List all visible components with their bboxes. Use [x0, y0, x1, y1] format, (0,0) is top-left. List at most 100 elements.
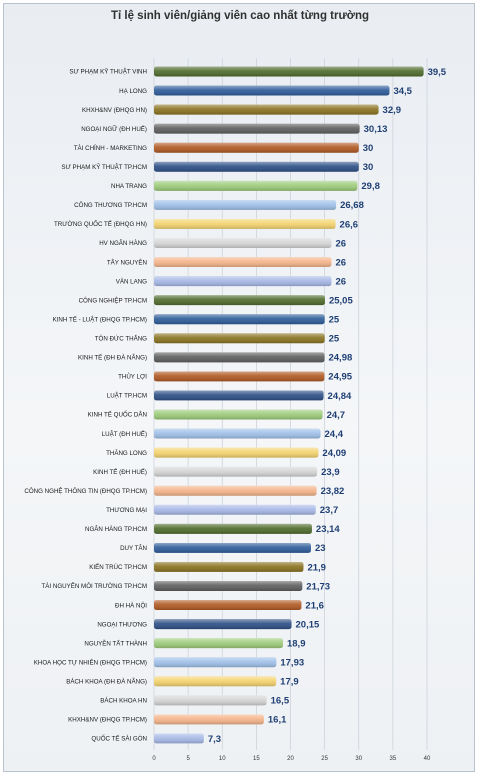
- bar-highlight: [154, 257, 332, 268]
- bar-highlight: [154, 466, 318, 477]
- x-tick-label: 30: [355, 756, 362, 762]
- category-label: KHOA HỌC TỰ NHIÊN (ĐHQG TP.HCM): [34, 658, 147, 666]
- bar-highlight: [154, 428, 321, 439]
- bar-highlight: [154, 123, 360, 134]
- bar-highlight: [154, 657, 277, 668]
- data-label: 23,9: [321, 467, 340, 478]
- bar-highlight: [154, 142, 359, 153]
- data-label: 23: [315, 543, 326, 554]
- bar-highlight: [154, 619, 292, 630]
- bar-highlight: [154, 562, 304, 572]
- bar-highlight: [154, 85, 390, 96]
- category-label: VĂN LANG: [116, 278, 147, 285]
- category-label: BÁCH KHOA HN: [100, 698, 147, 705]
- category-label: HV NGÂN HÀNG: [99, 240, 147, 247]
- category-label: CÔNG NGHIỆP TP.HCM: [79, 296, 147, 304]
- data-label: 24,95: [328, 372, 352, 383]
- data-label: 23,14: [316, 524, 340, 535]
- bar-highlight: [154, 485, 317, 496]
- data-label: 29,8: [361, 181, 380, 192]
- bar-highlight: [154, 333, 325, 344]
- category-label: BÁCH KHOA (ĐH ĐÀ NẴNG): [66, 679, 147, 686]
- data-label: 24,09: [322, 448, 346, 459]
- bar-highlight: [154, 238, 332, 248]
- bar-highlight: [154, 447, 319, 458]
- category-label: LUẬT TP.HCM: [107, 393, 147, 400]
- x-tick-label: 40: [424, 756, 431, 762]
- data-label: 26: [335, 238, 346, 249]
- data-label: 7,3: [208, 734, 221, 745]
- chart-title: Tỉ lệ sinh viên/giảng viên cao nhất từng…: [110, 10, 370, 22]
- x-tick-label: 20: [287, 756, 294, 762]
- x-tick-label: 0: [152, 756, 156, 762]
- category-label: KINH TẾ QUỐC DÂN: [88, 412, 147, 419]
- category-label: KIẾN TRÚC TP.HCM: [89, 564, 147, 571]
- category-label: NGOẠI NGỮ (ĐH HUẾ): [81, 126, 147, 133]
- bar-highlight: [154, 180, 358, 191]
- category-label: TÀI NGUYÊN MÔI TRƯỜNG TP.HCM: [42, 582, 147, 590]
- category-label: LUẬT (ĐH HUẾ): [102, 431, 147, 438]
- category-label: NGUYỄN TẤT THÀNH: [84, 640, 147, 647]
- data-label: 17,93: [280, 658, 304, 669]
- data-label: 24,4: [325, 429, 344, 440]
- data-label: 16,5: [271, 696, 290, 707]
- category-label: NHA TRANG: [111, 183, 147, 190]
- category-label: THƯƠNG MẠI: [106, 507, 147, 514]
- data-label: 21,9: [307, 562, 326, 573]
- bar-highlight: [154, 371, 325, 382]
- bar-highlight: [154, 295, 325, 306]
- data-label: 26,68: [340, 200, 364, 211]
- data-label: 25: [329, 334, 340, 345]
- category-label: KHXH&NV (ĐHQG TP.HCM): [68, 717, 147, 724]
- gridlines: [153, 58, 428, 750]
- data-label: 24,7: [327, 410, 346, 421]
- category-label: DUY TÂN: [120, 545, 147, 552]
- data-label: 26: [335, 257, 346, 268]
- data-label: 30: [363, 162, 374, 173]
- category-label: TÂY NGUYÊN: [107, 258, 147, 266]
- data-label: 21,6: [305, 600, 324, 611]
- category-label: TÀI CHÍNH - MARKETING: [74, 145, 147, 152]
- bar-highlight: [154, 276, 332, 287]
- bar-highlight: [154, 66, 424, 77]
- bar-highlight: [154, 504, 316, 515]
- category-label: THĂNG LONG: [106, 450, 147, 457]
- category-label: CÔNG NGHỆ THÔNG TIN (ĐHQG TP.HCM): [24, 487, 147, 495]
- category-label: SƯ PHẠM KỸ THUẬT TP.HCM: [61, 164, 147, 171]
- x-tick-label: 25: [321, 756, 328, 762]
- data-label: 21,73: [306, 581, 330, 592]
- data-label: 17,9: [280, 677, 299, 688]
- category-label: KINH TẾ (ĐH ĐÀ NẴNG): [78, 355, 147, 362]
- data-label: 26: [335, 276, 346, 287]
- category-label: TRƯỜNG QUỐC TẾ (ĐHQG HN): [54, 221, 147, 228]
- bar-highlight: [154, 523, 312, 534]
- bar-highlight: [154, 600, 302, 611]
- bar-highlight: [154, 676, 277, 687]
- data-label: 23,7: [320, 505, 339, 516]
- bar-highlight: [154, 695, 267, 706]
- data-label: 24,84: [328, 391, 352, 402]
- bar-highlight: [154, 104, 379, 115]
- category-label: TÔN ĐỨC THẮNG: [95, 335, 147, 343]
- data-label: 18,9: [287, 638, 306, 649]
- bar-highlight: [154, 638, 283, 649]
- data-label: 25: [329, 315, 340, 326]
- data-label: 32,9: [383, 105, 402, 116]
- bar-highlight: [154, 581, 303, 591]
- bar-highlight: [154, 714, 264, 725]
- data-label: 24,98: [328, 353, 352, 364]
- data-label: 25,05: [329, 295, 353, 306]
- bar-highlight: [154, 161, 359, 172]
- category-label: NGOẠI THƯƠNG: [97, 621, 147, 628]
- x-tick-label: 5: [186, 756, 190, 762]
- bars: [154, 66, 424, 744]
- bar-highlight: [154, 733, 204, 744]
- category-label: CÔNG THƯƠNG TP.HCM: [74, 202, 147, 209]
- category-label: ĐH HÀ NỘI: [115, 602, 147, 609]
- category-label: SƯ PHẠM KỸ THUẬT VINH: [69, 69, 147, 76]
- data-label: 30: [363, 143, 374, 154]
- category-label: QUỐC TẾ SÀI GÒN: [91, 736, 147, 743]
- bar-highlight: [154, 390, 324, 401]
- labels: 0 5 10 15 20 25 30 35 40 SƯ PHẠM KỸ THUẬT VINH 39,…: [24, 67, 446, 762]
